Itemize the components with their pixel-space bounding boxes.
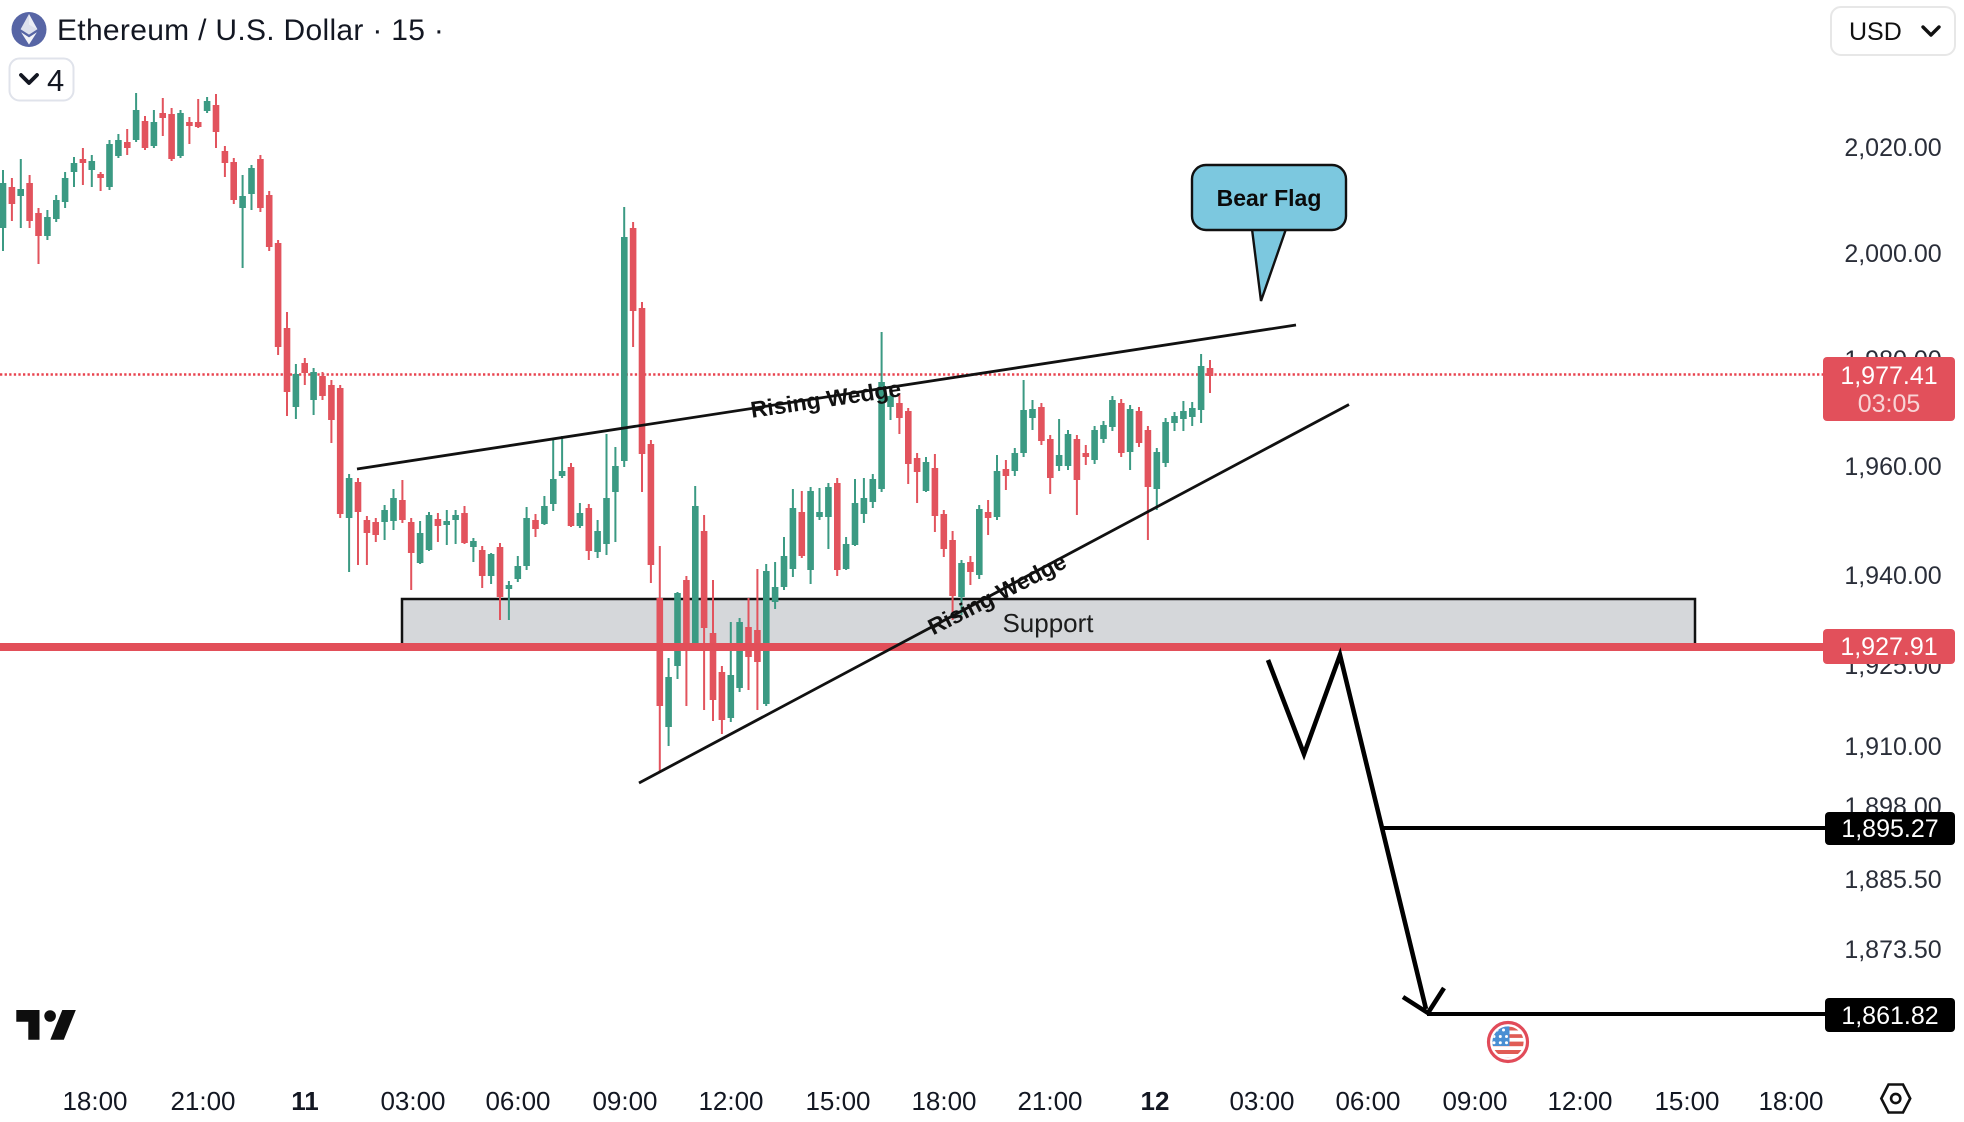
svg-text:03:00: 03:00 [1229,1086,1294,1116]
svg-text:Support: Support [1002,608,1094,638]
svg-text:12: 12 [1141,1086,1170,1116]
svg-text:18:00: 18:00 [911,1086,976,1116]
svg-text:1,960.00: 1,960.00 [1844,453,1941,481]
svg-text:1,895.27: 1,895.27 [1841,815,1938,843]
svg-text:1,940.00: 1,940.00 [1844,562,1941,590]
svg-text:12:00: 12:00 [698,1086,763,1116]
svg-text:15:00: 15:00 [1654,1086,1719,1116]
svg-text:Ethereum / U.S. Dollar · 15 ·: Ethereum / U.S. Dollar · 15 · [57,14,444,47]
svg-text:USD: USD [1849,18,1902,46]
svg-text:21:00: 21:00 [1017,1086,1082,1116]
svg-text:1,873.50: 1,873.50 [1844,936,1941,964]
svg-text:15:00: 15:00 [805,1086,870,1116]
svg-text:06:00: 06:00 [485,1086,550,1116]
svg-text:4: 4 [47,63,64,98]
svg-text:03:00: 03:00 [380,1086,445,1116]
svg-text:09:00: 09:00 [1442,1086,1507,1116]
svg-text:18:00: 18:00 [62,1086,127,1116]
svg-text:06:00: 06:00 [1335,1086,1400,1116]
svg-text:18:00: 18:00 [1758,1086,1823,1116]
svg-text:21:00: 21:00 [170,1086,235,1116]
svg-text:1,977.41: 1,977.41 [1840,362,1937,390]
svg-text:2,000.00: 2,000.00 [1844,240,1941,268]
svg-text:09:00: 09:00 [592,1086,657,1116]
svg-text:11: 11 [291,1086,319,1116]
svg-text:2,020.00: 2,020.00 [1844,134,1941,162]
svg-text:1,885.50: 1,885.50 [1844,866,1941,894]
svg-text:1,927.91: 1,927.91 [1840,633,1937,661]
svg-text:Bear Flag: Bear Flag [1217,185,1322,211]
svg-text:1,910.00: 1,910.00 [1844,733,1941,761]
svg-text:03:05: 03:05 [1858,390,1921,418]
svg-text:12:00: 12:00 [1547,1086,1612,1116]
svg-text:1,861.82: 1,861.82 [1841,1002,1938,1030]
